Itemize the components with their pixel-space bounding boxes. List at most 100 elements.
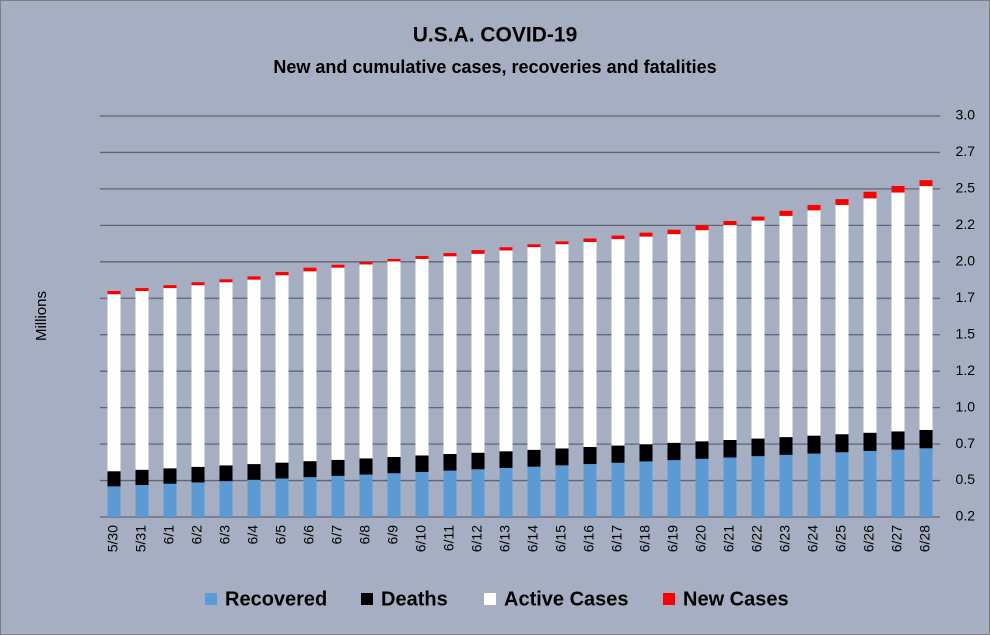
bar-segment — [219, 282, 233, 466]
bar-segment — [247, 464, 261, 480]
bar-segment — [807, 453, 821, 517]
bar-segment — [135, 485, 149, 517]
legend-swatch — [484, 593, 496, 605]
x-tick-label: 6/15 — [553, 525, 569, 552]
x-tick-label: 6/5 — [273, 525, 289, 545]
bar-segment — [163, 285, 177, 289]
bar-segment — [695, 441, 709, 459]
bar-segment — [863, 432, 877, 451]
y-tick-label: 1.7 — [956, 289, 976, 305]
y-tick-label: 2.2 — [956, 216, 976, 232]
bar-segment — [779, 454, 793, 517]
bar-segment — [107, 294, 121, 472]
bar-segment — [751, 216, 765, 221]
bar-segment — [471, 469, 485, 517]
bar-segment — [443, 253, 457, 257]
bar-segment — [919, 180, 933, 187]
bar-segment — [191, 466, 205, 483]
bar-segment — [835, 452, 849, 517]
bar-segment — [359, 261, 373, 265]
bar-segment — [275, 275, 289, 463]
bar-segment — [723, 457, 737, 517]
bar-segment — [387, 456, 401, 474]
x-tick-label: 6/20 — [693, 525, 709, 552]
x-tick-label: 6/1 — [161, 525, 177, 545]
chart-title: U.S.A. COVID-19 — [413, 24, 578, 47]
bar-segment — [443, 256, 457, 455]
bar-segment — [303, 271, 317, 462]
bar-segment — [471, 253, 485, 453]
x-tick-label: 6/10 — [413, 525, 429, 552]
bar-segment — [835, 199, 849, 205]
y-axis-label: Millions — [33, 291, 50, 341]
y-tick-label: 3.0 — [956, 107, 976, 123]
bar-segment — [359, 474, 373, 517]
bar-segment — [527, 466, 541, 517]
bar-segment — [135, 469, 149, 486]
bar-segment — [107, 471, 121, 487]
bar-segment — [303, 477, 317, 517]
x-tick-label: 6/11 — [441, 525, 457, 551]
bar-segment — [331, 267, 345, 460]
x-tick-label: 6/24 — [805, 525, 821, 552]
bar-segment — [387, 261, 401, 457]
bar-segment — [695, 230, 709, 442]
y-tick-label: 1.2 — [956, 362, 976, 378]
x-tick-label: 6/27 — [889, 525, 905, 552]
bar-segment — [527, 247, 541, 450]
x-tick-label: 6/14 — [525, 525, 541, 552]
y-tick-label: 1.5 — [956, 325, 976, 341]
bar-segment — [555, 448, 569, 466]
bar-segment — [555, 465, 569, 517]
bar-segment — [191, 482, 205, 517]
legend-label: New Cases — [683, 588, 789, 610]
legend-label: Deaths — [381, 588, 448, 610]
bar-segment — [499, 247, 513, 251]
bar-segment — [303, 267, 317, 272]
bar-segment — [443, 470, 457, 517]
bar-segment — [891, 192, 905, 432]
y-tick-label: 0.7 — [956, 435, 976, 451]
bar-segment — [919, 448, 933, 517]
bar-segment — [667, 460, 681, 517]
x-tick-label: 6/17 — [609, 525, 625, 552]
bar-segment — [835, 434, 849, 453]
x-tick-label: 6/28 — [917, 525, 933, 552]
legend-swatch — [663, 593, 675, 605]
bar-segment — [807, 435, 821, 454]
bar-segment — [415, 258, 429, 456]
chart-subtitle: New and cumulative cases, recoveries and… — [273, 57, 716, 77]
bar-segment — [275, 272, 289, 276]
bar-segment — [863, 198, 877, 433]
bar-segment — [135, 290, 149, 470]
bar-segment — [723, 220, 737, 226]
bar-segment — [863, 191, 877, 199]
y-tick-label: 2.0 — [956, 253, 976, 269]
bar-segment — [219, 465, 233, 482]
bar-segment — [723, 225, 737, 441]
x-tick-label: 6/3 — [217, 525, 233, 545]
legend-label: Recovered — [225, 588, 327, 610]
bar-segment — [891, 431, 905, 450]
x-tick-label: 6/6 — [301, 525, 317, 545]
bar-segment — [751, 220, 765, 439]
bar-segment — [219, 481, 233, 517]
bar-segment — [303, 461, 317, 478]
bar-segment — [891, 185, 905, 193]
bar-segment — [695, 458, 709, 517]
x-tick-label: 6/12 — [469, 525, 485, 552]
bar-segment — [275, 478, 289, 517]
bar-segment — [331, 459, 345, 476]
bar-segment — [807, 210, 821, 436]
bar-segment — [163, 468, 177, 484]
bar-segment — [751, 438, 765, 457]
x-tick-label: 5/30 — [105, 525, 121, 552]
x-tick-label: 5/31 — [133, 525, 149, 552]
legend-swatch — [205, 593, 217, 605]
bar-segment — [583, 464, 597, 517]
bar-segment — [247, 479, 261, 517]
x-tick-label: 6/19 — [665, 525, 681, 552]
bar-segment — [191, 282, 205, 286]
bar-segment — [275, 462, 289, 479]
